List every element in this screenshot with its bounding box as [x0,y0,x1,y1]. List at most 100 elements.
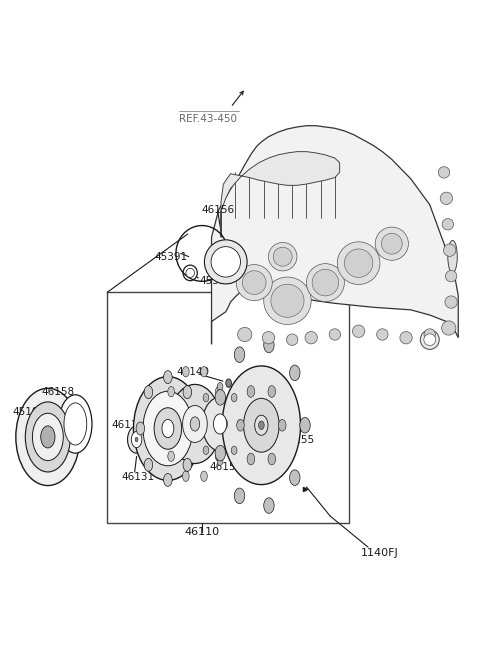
Ellipse shape [247,386,255,398]
Ellipse shape [136,422,144,435]
Ellipse shape [169,384,221,464]
Ellipse shape [305,331,317,344]
Ellipse shape [312,270,339,296]
Ellipse shape [216,386,222,397]
Polygon shape [221,152,340,237]
Ellipse shape [237,420,243,428]
Ellipse shape [214,414,227,434]
Ellipse shape [215,445,226,461]
Ellipse shape [377,329,388,340]
Ellipse shape [201,471,207,482]
Ellipse shape [231,446,237,455]
Ellipse shape [234,347,245,362]
Ellipse shape [237,419,244,431]
Text: 1140FJ: 1140FJ [361,548,399,558]
Ellipse shape [203,394,209,402]
Ellipse shape [382,234,402,254]
Ellipse shape [247,453,255,465]
Ellipse shape [144,386,153,399]
Ellipse shape [168,451,174,461]
Ellipse shape [438,167,450,178]
Ellipse shape [133,377,202,480]
Ellipse shape [143,391,193,466]
Ellipse shape [352,325,365,337]
Ellipse shape [222,366,300,485]
Text: 46152: 46152 [209,462,242,472]
Text: 45100: 45100 [12,407,45,417]
Ellipse shape [306,264,344,302]
Ellipse shape [183,265,197,281]
Ellipse shape [442,321,456,335]
Ellipse shape [154,408,181,449]
Ellipse shape [236,264,272,300]
Ellipse shape [337,242,380,285]
Ellipse shape [215,390,226,405]
Ellipse shape [216,451,222,461]
Ellipse shape [445,296,457,308]
Bar [107,293,349,523]
Ellipse shape [444,244,456,256]
Ellipse shape [186,268,194,277]
Ellipse shape [190,417,200,431]
Ellipse shape [289,470,300,485]
Ellipse shape [259,421,264,430]
Ellipse shape [375,227,408,260]
Text: 46155: 46155 [282,434,315,445]
Ellipse shape [271,284,304,318]
Ellipse shape [183,386,192,399]
Ellipse shape [25,402,71,472]
Ellipse shape [268,243,297,271]
Ellipse shape [164,474,172,486]
Ellipse shape [59,395,92,453]
Ellipse shape [445,270,457,282]
Text: 46140: 46140 [177,367,210,377]
Ellipse shape [268,453,276,465]
Text: 46156: 46156 [201,205,234,215]
Ellipse shape [197,420,203,428]
Ellipse shape [289,365,300,380]
Ellipse shape [164,371,172,384]
Ellipse shape [287,334,298,345]
Ellipse shape [144,459,153,471]
Ellipse shape [33,413,63,461]
Ellipse shape [182,367,189,377]
Text: 45391: 45391 [155,252,188,262]
Ellipse shape [329,329,341,340]
Ellipse shape [243,398,279,452]
Ellipse shape [264,337,274,353]
Text: 45247A: 45247A [144,401,184,411]
Ellipse shape [135,438,138,441]
Ellipse shape [440,192,453,205]
Text: 45391: 45391 [200,276,233,286]
Ellipse shape [278,419,286,431]
Text: 46158: 46158 [42,386,75,396]
Ellipse shape [182,471,189,482]
Ellipse shape [16,388,80,485]
Ellipse shape [203,446,209,455]
Text: 46131: 46131 [121,472,155,482]
Text: 46111A: 46111A [111,420,151,430]
Ellipse shape [231,394,237,402]
Ellipse shape [268,386,276,398]
Ellipse shape [400,331,412,344]
Text: 46110: 46110 [184,527,220,537]
Ellipse shape [442,218,454,230]
Ellipse shape [202,397,238,451]
Ellipse shape [255,415,268,436]
Ellipse shape [424,334,436,346]
Ellipse shape [238,327,252,342]
Ellipse shape [162,419,174,438]
Ellipse shape [264,498,274,514]
Ellipse shape [262,331,275,344]
Ellipse shape [162,419,169,429]
Ellipse shape [168,386,174,397]
Text: REF.43-450: REF.43-450 [179,114,237,124]
Ellipse shape [448,241,457,273]
Ellipse shape [217,457,223,465]
Ellipse shape [234,488,245,504]
Ellipse shape [217,382,223,391]
Ellipse shape [420,330,439,350]
Ellipse shape [191,422,200,435]
Ellipse shape [424,329,435,340]
Ellipse shape [273,247,292,266]
